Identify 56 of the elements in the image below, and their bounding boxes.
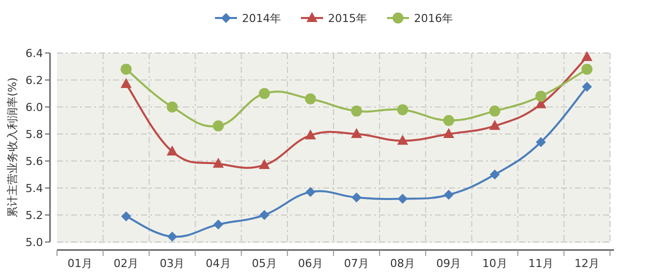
x-tick-label: 03月 (160, 257, 185, 270)
point (489, 106, 500, 117)
point (167, 232, 178, 242)
legend-label: 2014年 (242, 12, 281, 25)
point (581, 64, 592, 75)
x-tick-label: 12月 (574, 257, 600, 270)
y-tick-label: 6.0 (26, 101, 43, 114)
point (259, 210, 270, 220)
y-tick-label: 6.2 (26, 74, 43, 87)
point (304, 129, 316, 140)
y-tick-label: 6.4 (26, 47, 43, 60)
point (258, 159, 270, 170)
x-tick-label: 07月 (344, 257, 370, 270)
point (351, 106, 362, 117)
y-axis-title: 累计主营业务收入利润率(%) (6, 77, 19, 218)
point (166, 102, 178, 112)
x-tick-label: 01月 (68, 257, 93, 270)
point (443, 128, 454, 138)
point (490, 170, 500, 180)
point (581, 51, 592, 62)
point (258, 88, 270, 99)
x-tick-label: 02月 (114, 257, 139, 270)
point (213, 219, 224, 230)
point (489, 120, 500, 130)
point (120, 64, 132, 75)
y-tick-label: 5.2 (26, 209, 43, 222)
point (397, 134, 408, 145)
point (398, 194, 408, 204)
x-tick-label: 08月 (390, 257, 416, 270)
x-tick-label: 04月 (206, 257, 231, 270)
point (444, 190, 454, 200)
y-tick-label: 5.4 (26, 182, 43, 195)
point (212, 120, 224, 132)
y-tick-label: 5.6 (26, 155, 43, 168)
point (120, 78, 132, 88)
point (304, 93, 316, 104)
legend-label: 2015年 (328, 12, 367, 25)
point (535, 90, 546, 102)
point (305, 187, 316, 198)
point (443, 115, 454, 126)
x-tick-label: 11月 (528, 257, 554, 270)
point (351, 128, 362, 138)
y-tick-label: 5.0 (26, 236, 43, 249)
point (582, 82, 592, 92)
point (536, 137, 546, 148)
x-tick-label: 10月 (482, 257, 508, 270)
point (121, 211, 132, 222)
point (397, 104, 408, 116)
x-tick-label: 09月 (436, 257, 462, 270)
point (352, 192, 362, 202)
x-tick-label: 05月 (252, 257, 277, 270)
legend-label: 2016年 (414, 12, 453, 25)
y-tick-label: 5.8 (26, 128, 43, 141)
x-tick-label: 06月 (298, 257, 323, 270)
point (212, 158, 224, 168)
point (166, 146, 178, 156)
